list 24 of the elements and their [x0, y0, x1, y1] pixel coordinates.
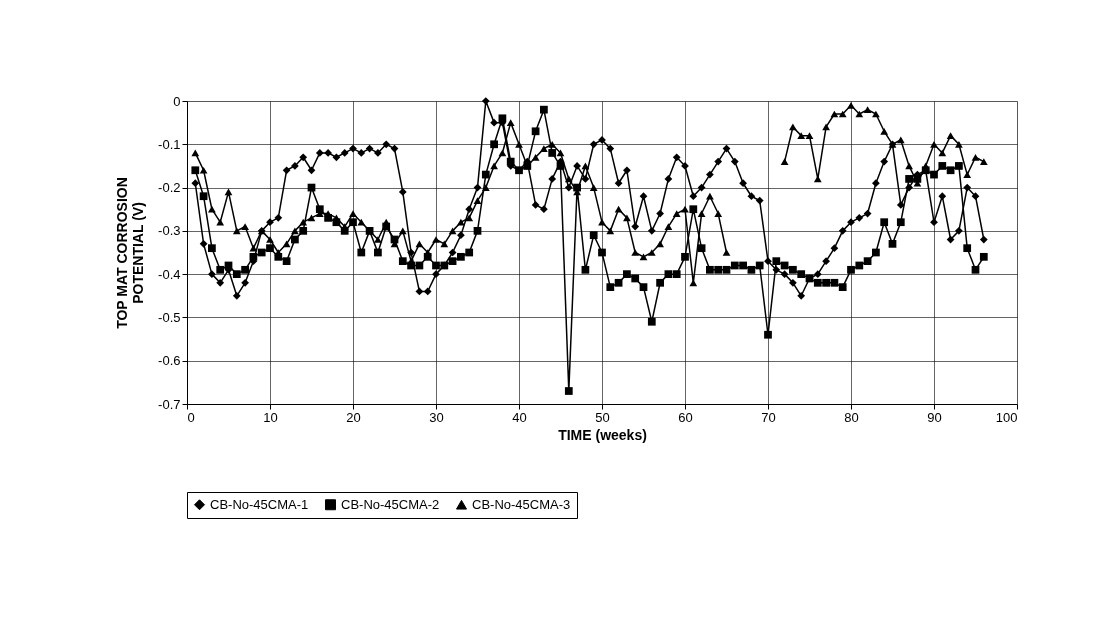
x-tick-label: 100: [995, 409, 1018, 425]
y-tick-label: -0.3: [158, 223, 181, 239]
x-tick-label: 70: [761, 409, 776, 425]
x-tick-label: 60: [678, 409, 693, 425]
y-axis-title: TOP MAT CORROSION POTENTIAL (V): [114, 177, 147, 329]
legend-label: CB-No-45CMA-2: [341, 496, 440, 512]
legend-label: CB-No-45CMA-3: [472, 496, 571, 512]
x-tick-label: 50: [595, 409, 610, 425]
y-tick-label: -0.7: [158, 396, 181, 412]
x-tick-label: 0: [187, 409, 195, 425]
y-tick-label: -0.5: [158, 309, 181, 325]
x-tick-label: 40: [512, 409, 527, 425]
x-tick-label: 30: [429, 409, 444, 425]
x-tick-label: 90: [927, 409, 942, 425]
x-tick-label: 20: [346, 409, 361, 425]
y-tick-label: -0.6: [158, 353, 181, 369]
y-tick-label: -0.4: [158, 266, 181, 282]
x-tick-label: 10: [263, 409, 278, 425]
y-tick-label: 0: [173, 93, 181, 109]
x-tick-label: 80: [844, 409, 859, 425]
x-axis-title: TIME (weeks): [558, 426, 647, 443]
legend-label: CB-No-45CMA-1: [210, 496, 309, 512]
y-tick-label: -0.2: [158, 180, 181, 196]
y-tick-label: -0.1: [158, 136, 181, 152]
